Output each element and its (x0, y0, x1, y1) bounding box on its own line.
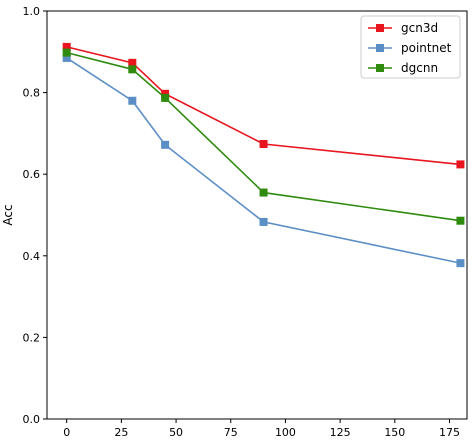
x-tick-label: 75 (224, 426, 238, 439)
legend-label: gcn3d (401, 21, 438, 35)
legend-marker (376, 64, 384, 72)
y-tick-label: 0.4 (23, 250, 41, 263)
legend-entry-dgcnn: dgcnn (368, 61, 438, 75)
legend-marker (376, 24, 384, 32)
data-point-pointnet (128, 96, 137, 105)
y-tick-label: 1.0 (23, 5, 41, 18)
x-tick-label: 25 (114, 426, 128, 439)
y-tick-label: 0.2 (23, 331, 41, 344)
series-dgcnn (62, 48, 465, 225)
data-point-pointnet (62, 53, 71, 62)
x-tick-label: 125 (330, 426, 351, 439)
data-point-dgcnn (161, 93, 170, 102)
legend-box (360, 15, 461, 79)
data-point-dgcnn (128, 65, 137, 74)
y-tick-label: 0.0 (23, 413, 41, 426)
data-point-gcn3d (128, 58, 137, 67)
data-point-dgcnn (62, 48, 71, 57)
legend-entry-gcn3d: gcn3d (368, 21, 438, 35)
data-point-pointnet (259, 217, 268, 226)
data-point-pointnet (161, 140, 170, 149)
x-tick-label: 150 (384, 426, 405, 439)
x-tick-label: 50 (169, 426, 183, 439)
legend-marker (376, 44, 384, 52)
legend: gcn3d pointnet dgcnn (360, 15, 461, 79)
data-point-gcn3d (161, 89, 170, 98)
y-axis-label: Acc (1, 204, 15, 225)
legend-label: dgcnn (401, 61, 438, 75)
series-pointnet (62, 53, 465, 268)
series-line-pointnet (66, 57, 461, 264)
data-point-pointnet (456, 259, 465, 268)
x-tick-label: 175 (439, 426, 460, 439)
plot-frame (46, 10, 468, 420)
data-point-dgcnn (259, 188, 268, 197)
x-tick-label: 0 (63, 426, 70, 439)
data-point-dgcnn (456, 216, 465, 225)
data-point-gcn3d (62, 42, 71, 51)
x-tick-label: 100 (275, 426, 296, 439)
axes: 0 25 50 75 100 125 150 175 0.0 0.2 0.4 0.6 0.8 1.0 Acc (1, 5, 468, 439)
y-tick-label: 0.8 (23, 87, 41, 100)
y-tick-label: 0.6 (23, 168, 41, 181)
legend-entry-pointnet: pointnet (368, 41, 452, 55)
series-gcn3d (62, 42, 465, 169)
series-group (62, 42, 465, 268)
data-point-gcn3d (259, 140, 268, 149)
legend-label: pointnet (401, 41, 452, 55)
data-point-gcn3d (456, 160, 465, 169)
